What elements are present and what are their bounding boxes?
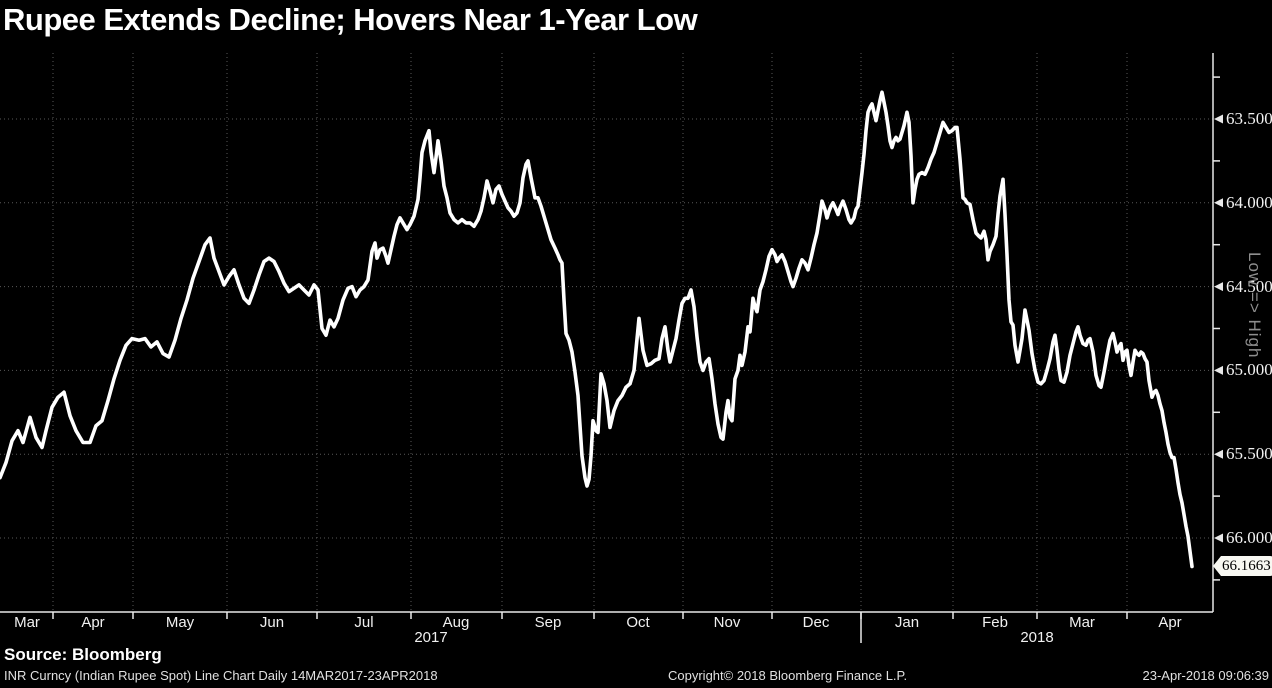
x-axis-month-label: Feb [982, 614, 1008, 631]
x-axis-month-label: Sep [534, 614, 562, 631]
source-label: Source: Bloomberg [4, 645, 162, 664]
y-axis-tick-label: 65.0000 [1226, 360, 1272, 380]
x-axis-month-label: Oct [626, 614, 650, 631]
x-axis-month-label: Apr [81, 614, 105, 631]
footer-chart-description: INR Curncy (Indian Rupee Spot) Line Char… [4, 668, 438, 683]
y-tick-arrow-icon [1214, 114, 1223, 124]
y-tick-arrow-icon [1214, 198, 1223, 208]
y-axis-tick-label: 64.5000 [1226, 276, 1272, 296]
footer-timestamp: 23-Apr-2018 09:06:39 [1142, 668, 1269, 683]
x-axis-month-label: Nov [713, 614, 741, 631]
y-axis-tick-label: 66.0000 [1226, 528, 1272, 547]
y-tick-arrow-icon [1214, 449, 1223, 459]
axis-direction-note: Low => High [1245, 252, 1264, 359]
chart-title: Rupee Extends Decline; Hovers Near 1-Yea… [3, 2, 698, 37]
x-axis-year-label: 2018 [1020, 629, 1054, 646]
price-line [0, 90, 1194, 569]
y-axis-tick-label: 65.5000 [1226, 444, 1272, 464]
y-tick-arrow-icon [1214, 365, 1223, 375]
x-axis-month-label: Jun [259, 614, 285, 631]
x-axis-month-label: Apr [1158, 614, 1182, 631]
x-axis-month-label: Mar [1069, 614, 1095, 631]
x-axis-month-label: Aug [442, 614, 470, 631]
last-price-badge: 66.1663 [1213, 555, 1272, 576]
x-axis-month-label: Jan [894, 614, 920, 631]
x-axis-month-label: May [165, 614, 195, 631]
y-tick-arrow-icon [1214, 533, 1223, 543]
x-axis-month-label: Dec [802, 614, 830, 631]
y-tick-arrow-icon [1214, 282, 1223, 292]
x-axis-month-label: Mar [14, 614, 40, 631]
y-axis-tick-label: 63.5000 [1226, 109, 1272, 128]
badge-pointer-icon [1213, 555, 1221, 576]
x-axis-month-label: Jul [354, 614, 374, 631]
y-axis-tick-label: 64.0000 [1226, 192, 1272, 212]
last-price-value: 66.1663 [1221, 555, 1272, 576]
x-axis-year-label: 2017 [414, 629, 448, 646]
footer-copyright: Copyright© 2018 Bloomberg Finance L.P. [668, 668, 908, 683]
